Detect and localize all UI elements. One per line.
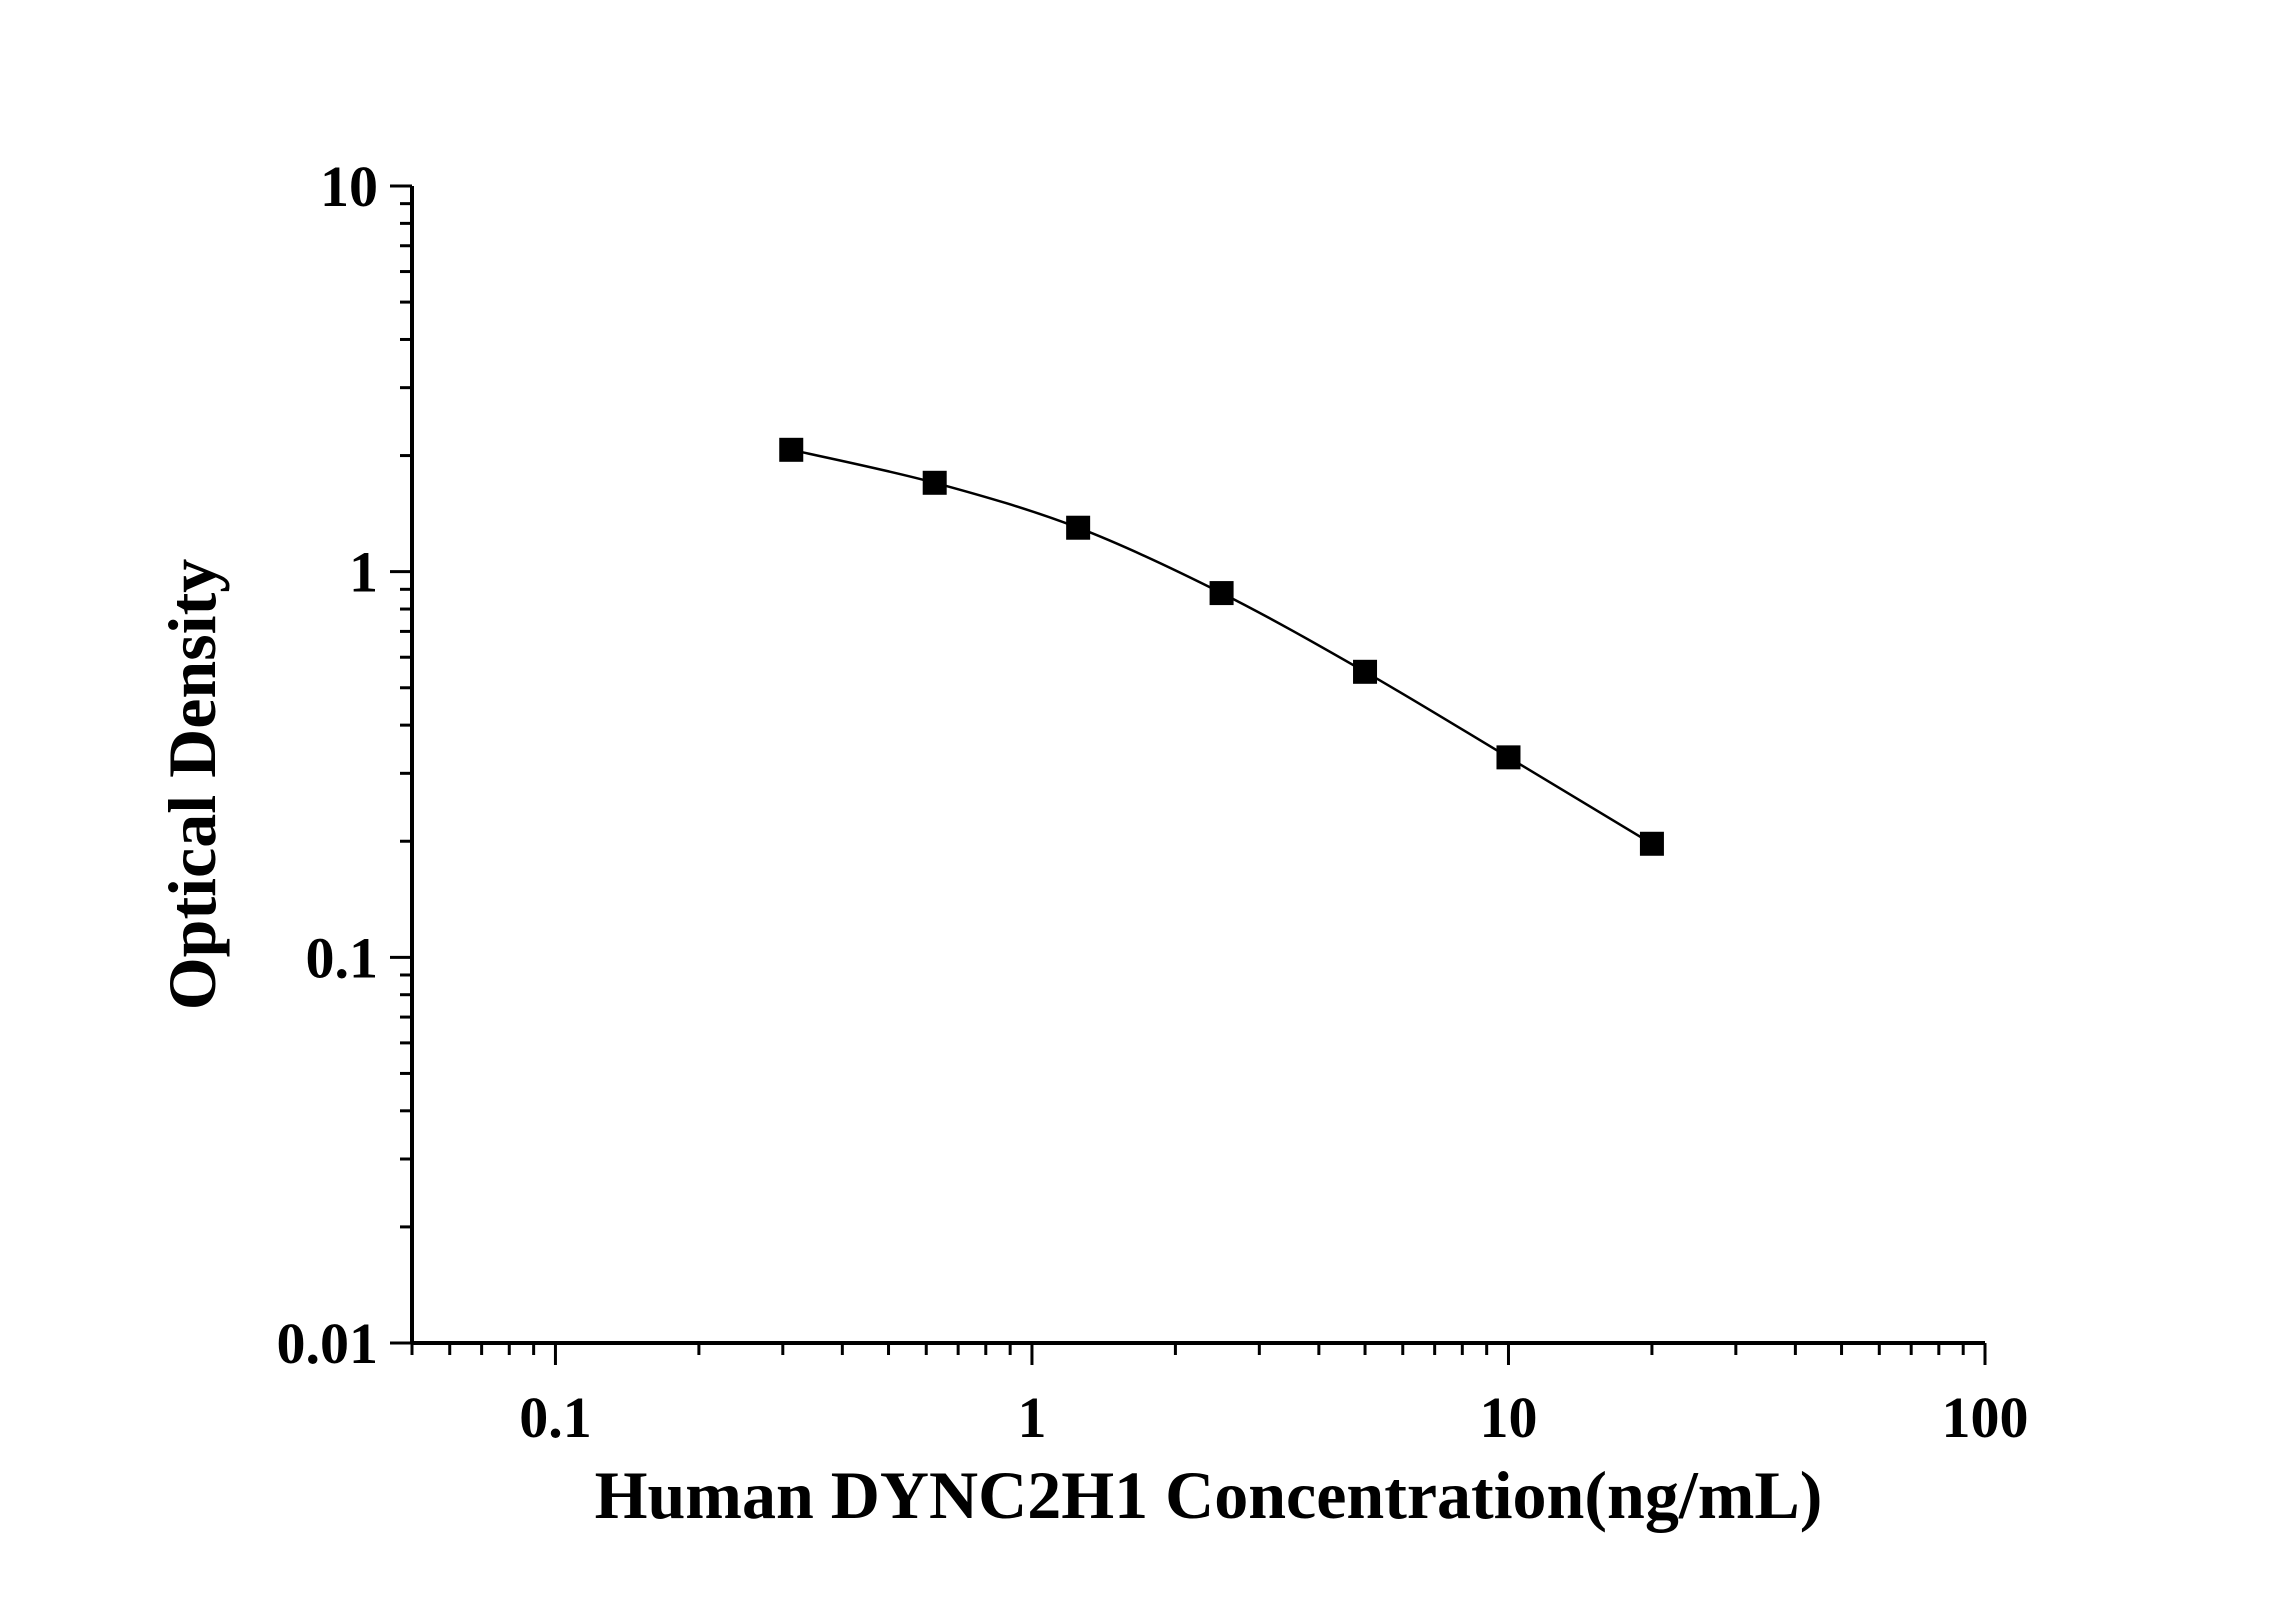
x-tick-label: 10 bbox=[1479, 1385, 1537, 1450]
y-axis-title: Optical Density bbox=[154, 559, 230, 1010]
x-tick-label: 1 bbox=[1017, 1385, 1046, 1450]
data-point-marker bbox=[1209, 581, 1234, 606]
axes: 0.01 0.1 1 10 0.1 1 10 100 bbox=[277, 154, 2029, 1450]
x-axis-title: Human DYNC2H1 Concentration(ng/mL) bbox=[595, 1457, 1823, 1533]
data-point-marker bbox=[779, 437, 804, 462]
fit-curve-line bbox=[790, 448, 1653, 845]
x-tick-label: 100 bbox=[1942, 1385, 2029, 1450]
data-point-marker bbox=[1496, 745, 1521, 770]
y-tick-label: 0.01 bbox=[277, 1311, 379, 1376]
data-point-marker bbox=[1639, 831, 1664, 856]
fit-curve bbox=[790, 448, 1653, 845]
data-points bbox=[779, 437, 1664, 856]
x-tick-label: 0.1 bbox=[519, 1385, 592, 1450]
y-tick-label: 1 bbox=[349, 540, 378, 605]
data-point-marker bbox=[1066, 515, 1091, 540]
data-point-marker bbox=[922, 470, 947, 495]
y-tick-label: 10 bbox=[320, 154, 378, 219]
data-point-marker bbox=[1353, 659, 1378, 684]
y-tick-label: 0.1 bbox=[306, 925, 379, 990]
